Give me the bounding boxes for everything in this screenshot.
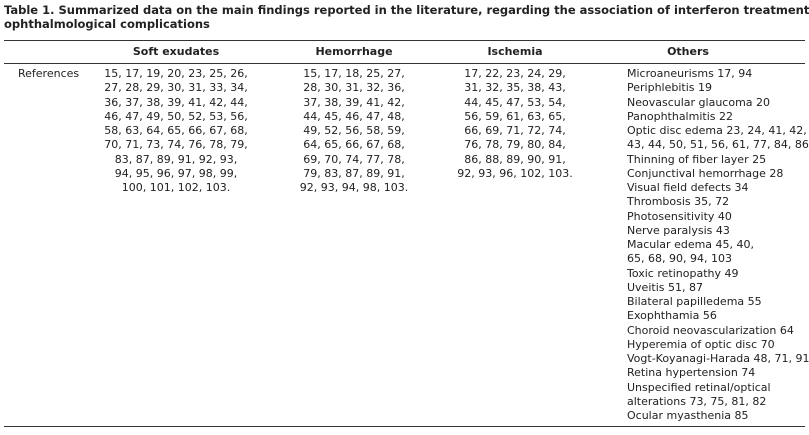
- cell-line: 69, 70, 74, 77, 78,: [303, 152, 405, 166]
- cell-line: 56, 59, 61, 63, 65,: [464, 109, 566, 123]
- column-header: Ischemia: [487, 45, 543, 58]
- cell-line: Neovascular glaucoma 20: [627, 95, 771, 109]
- cell-line: Microaneurisms 17, 94: [627, 67, 753, 80]
- cell-line: 15, 17, 19, 20, 23, 25, 26,: [104, 67, 248, 80]
- cell-line: 66, 69, 71, 72, 74,: [464, 124, 566, 137]
- cell-line: Exophthamia 56: [627, 309, 717, 323]
- column-header: Hemorrhage: [315, 45, 393, 58]
- cell-line: Vogt-Koyanagi-Harada 48, 71, 91, 92: [627, 352, 809, 365]
- cell-line: 37, 38, 39, 41, 42,: [303, 95, 405, 109]
- cell-line: 100, 101, 102, 103.: [121, 181, 231, 194]
- cell-line: 79, 83, 87, 89, 91,: [303, 166, 405, 180]
- header-rule: [4, 63, 805, 64]
- cell-line: Panophthalmitis 22: [627, 109, 733, 123]
- cell-line: Photosensitivity 40: [627, 209, 732, 223]
- cell-line: 28, 30, 31, 32, 36,: [303, 81, 405, 95]
- cell-line: Visual field defects 34: [627, 181, 749, 194]
- cell-line: Macular edema 45, 40,: [627, 238, 755, 251]
- column-header: Soft exudates: [132, 45, 220, 58]
- cell-line: Thrombosis 35, 72: [627, 195, 730, 209]
- cell-line: Nerve paralysis 43: [627, 223, 730, 237]
- top-rule: [4, 40, 805, 41]
- cell-line: 31, 32, 35, 38, 43,: [464, 81, 566, 95]
- cell-line: Hyperemia of optic disc 70: [627, 337, 775, 351]
- cell-line: 94, 95, 96, 97, 98, 99,: [114, 166, 238, 180]
- cell-line: 64, 65, 66, 67, 68,: [303, 138, 405, 152]
- cell-line: 36, 37, 38, 39, 41, 42, 44,: [104, 95, 248, 109]
- cell-line: 58, 63, 64, 65, 66, 67, 68,: [104, 124, 248, 137]
- cell-line: Bilateral papilledema 55: [627, 295, 762, 308]
- title-line: Table 1. Summarized data on the main fin…: [4, 3, 809, 17]
- cell-line: 83, 87, 89, 91, 92, 93,: [114, 152, 238, 166]
- cell-line: Unspecified retinal/optical: [627, 380, 771, 394]
- cell-line: Toxic retinopathy 49: [627, 266, 739, 280]
- cell-line: 27, 28, 29, 30, 31, 33, 34,: [104, 81, 248, 95]
- column-header: Others: [667, 45, 709, 58]
- cell-line: 86, 88, 89, 90, 91,: [464, 152, 566, 166]
- cell-line: 49, 52, 56, 58, 59,: [303, 124, 405, 137]
- cell-line: 70, 71, 73, 74, 76, 78, 79,: [104, 138, 248, 152]
- bottom-rule: [4, 426, 805, 427]
- cell-line: 46, 47, 49, 50, 52, 53, 56,: [104, 109, 248, 123]
- cell-line: Choroid neovascularization 64: [627, 323, 794, 337]
- cell-line: 76, 78, 79, 80, 84,: [464, 138, 566, 152]
- cell-line: 44, 45, 46, 47, 48,: [303, 109, 405, 123]
- cell-line: 92, 93, 94, 98, 103.: [299, 181, 409, 194]
- cell-line: Uveitis 51, 87: [627, 280, 703, 294]
- cell-line: Periphlebitis 19: [627, 81, 712, 95]
- cell-line: Thinning of fiber layer 25: [627, 152, 767, 166]
- cell-line: 65, 68, 90, 94, 103: [627, 252, 732, 266]
- cell-line: 15, 17, 18, 25, 27,: [303, 67, 405, 80]
- cell-line: 43, 44, 50, 51, 56, 61, 77, 84, 86: [627, 138, 809, 152]
- cell-line: 44, 45, 47, 53, 54,: [464, 95, 566, 109]
- cell-line: Conjunctival hemorrhage 28: [627, 166, 784, 180]
- cell-line: alterations 73, 75, 81, 82: [627, 394, 767, 408]
- row-label: References: [18, 67, 80, 80]
- cell-line: Ocular myasthenia 85: [627, 409, 749, 422]
- title-line: ophthalmological complications: [4, 17, 210, 31]
- cell-line: Retina hypertension 74: [627, 366, 756, 380]
- cell-line: 92, 93, 96, 102, 103.: [457, 166, 573, 180]
- cell-line: Optic disc edema 23, 24, 41, 42,: [627, 124, 807, 137]
- cell-line: 17, 22, 23, 24, 29,: [464, 67, 566, 80]
